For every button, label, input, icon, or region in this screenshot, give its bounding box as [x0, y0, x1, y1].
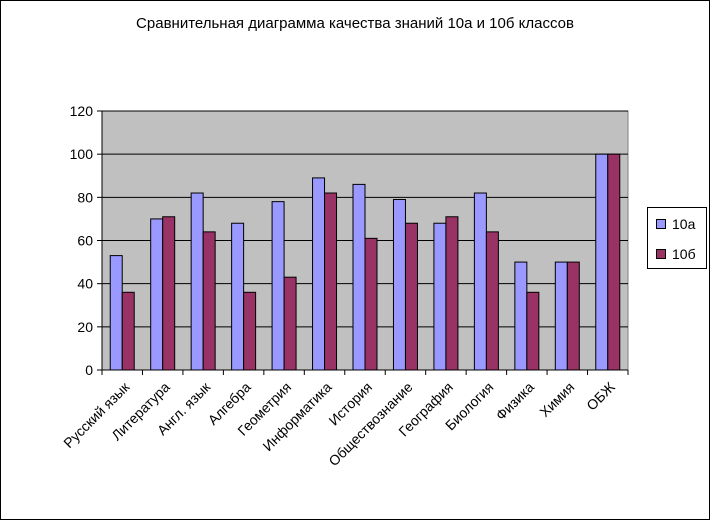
bar-10a-6 [352, 183, 366, 371]
bar-10b-4 [283, 276, 297, 371]
legend-item-10b: 10б [656, 246, 696, 262]
bar-10a-10 [514, 261, 528, 371]
y-tick-label-20: 20 [77, 319, 93, 335]
bar-10b-11 [566, 261, 580, 371]
y-tick-label-40: 40 [77, 276, 93, 292]
bar-10b-7 [404, 222, 418, 371]
bar-10a-11 [554, 261, 568, 371]
y-tick-label-60: 60 [77, 233, 93, 249]
bar-10b-12 [607, 153, 621, 371]
y-tick-label-80: 80 [77, 189, 93, 205]
bar-10a-8 [433, 222, 447, 371]
legend: 10а 10б [647, 207, 707, 269]
bar-10a-3 [231, 222, 245, 371]
category-label-10: Физика [492, 379, 537, 424]
y-tick-label-120: 120 [70, 103, 94, 119]
legend-swatch-10a [656, 219, 666, 229]
bar-10b-10 [526, 291, 540, 371]
bar-10a-9 [473, 192, 487, 371]
bar-10a-4 [271, 201, 285, 371]
legend-item-10a: 10а [656, 216, 695, 232]
legend-label-10b: 10б [672, 246, 696, 262]
y-tick-label-0: 0 [85, 362, 93, 378]
bar-10a-1 [150, 218, 164, 371]
bar-10b-6 [364, 237, 378, 371]
legend-label-10a: 10а [672, 216, 696, 232]
y-tick-label-100: 100 [70, 146, 94, 162]
bar-10b-2 [202, 231, 216, 371]
bar-10a-7 [392, 198, 406, 371]
bar-10b-8 [445, 216, 459, 371]
bar-10a-2 [190, 192, 204, 371]
category-label-11: Химия [536, 379, 577, 420]
bar-10b-5 [324, 192, 338, 371]
bar-10b-0 [121, 291, 135, 371]
bar-10b-1 [162, 216, 176, 371]
legend-swatch-10b [656, 249, 666, 259]
chart-title: Сравнительная диаграмма качества знаний … [136, 15, 574, 32]
bar-10a-0 [109, 255, 123, 371]
bar-10a-5 [312, 177, 326, 371]
bar-10b-9 [485, 231, 499, 371]
bar-10b-3 [243, 291, 257, 371]
category-label-12: ОБЖ [583, 379, 618, 414]
bar-10a-12 [595, 153, 609, 371]
